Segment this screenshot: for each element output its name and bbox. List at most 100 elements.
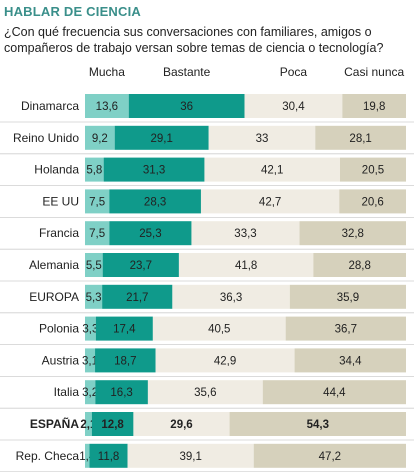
- bar-holanda-casi-nunca: [339, 157, 406, 182]
- bar-francia-poca: [191, 221, 300, 246]
- category-label-alemania: Alemania: [29, 258, 79, 272]
- category-label-austria: Austria: [42, 353, 80, 367]
- bar-austria-mucha: [85, 348, 96, 373]
- data-label-italia-casi-nunca: 44,4: [323, 387, 346, 399]
- bar-alemania-poca: [178, 253, 314, 277]
- bar-austria-casi-nunca: [294, 348, 406, 373]
- legend-casi-nunca: Casi nunca: [344, 65, 404, 79]
- bar-europa-bastante: [102, 284, 173, 309]
- bar-holanda-mucha: [85, 157, 104, 182]
- data-label-polonia-poca: 40,5: [208, 324, 230, 336]
- category-label-italia: Italia: [54, 385, 80, 399]
- legend-bastante: Bastante: [163, 65, 211, 79]
- data-label-polonia-mucha: 3,3: [82, 324, 98, 336]
- data-label-rep-checa-poca: 39,1: [179, 451, 201, 463]
- bar-ee-uu-mucha: [85, 189, 110, 214]
- data-label-dinamarca-mucha: 13,6: [96, 101, 118, 113]
- data-label-espana-poca: 29,6: [170, 419, 192, 431]
- bar-reino-unido-casi-nunca: [315, 125, 406, 150]
- data-label-dinamarca-poca: 30,4: [282, 101, 305, 113]
- bar-italia-poca: [147, 380, 263, 405]
- data-label-austria-casi-nunca: 34,4: [339, 355, 362, 367]
- bar-polonia-mucha: [85, 316, 96, 341]
- data-label-francia-poca: 33,3: [234, 228, 256, 240]
- data-label-italia-poca: 35,6: [194, 387, 216, 399]
- data-label-europa-poca: 36,3: [220, 292, 242, 304]
- legend-mucha: Mucha: [89, 65, 125, 79]
- data-label-ee-uu-poca: 42,7: [259, 196, 281, 208]
- bar-dinamarca-casi-nunca: [342, 94, 406, 118]
- bar-francia-bastante: [109, 221, 192, 246]
- bar-ee-uu-bastante: [109, 189, 201, 214]
- bar-europa-casi-nunca: [289, 284, 406, 309]
- data-label-reino-unido-poca: 33: [256, 133, 269, 145]
- category-label-reino-unido: Reino Unido: [13, 131, 79, 145]
- data-label-francia-bastante: 25,3: [139, 228, 161, 240]
- bar-espana-casi-nunca: [229, 412, 406, 436]
- data-label-francia-casi-nunca: 32,8: [342, 228, 364, 240]
- bar-italia-casi-nunca: [262, 380, 406, 405]
- bar-rep-checa-bastante: [89, 443, 128, 468]
- data-label-ee-uu-bastante: 28,3: [144, 196, 166, 208]
- chart-subtitle: ¿Con qué frecuencia sus conversaciones c…: [4, 25, 384, 55]
- bar-polonia-poca: [152, 316, 286, 341]
- data-label-polonia-bastante: 17,4: [113, 324, 136, 336]
- data-label-austria-poca: 42,9: [214, 355, 236, 367]
- bar-polonia-bastante: [95, 316, 153, 341]
- category-label-francia: Francia: [39, 226, 79, 240]
- data-label-reino-unido-casi-nunca: 28,1: [349, 133, 371, 145]
- category-label-espana: ESPAÑA: [30, 416, 79, 431]
- bar-espana-poca: [133, 412, 230, 436]
- bar-dinamarca-mucha: [85, 94, 129, 118]
- data-label-dinamarca-casi-nunca: 19,8: [363, 101, 385, 113]
- bar-reino-unido-poca: [208, 125, 316, 150]
- data-label-rep-checa-casi-nunca: 47,2: [319, 451, 341, 463]
- bar-italia-bastante: [95, 380, 148, 405]
- bar-holanda-poca: [204, 157, 340, 182]
- bar-francia-casi-nunca: [299, 221, 406, 246]
- data-label-holanda-bastante: 31,3: [143, 165, 165, 177]
- bar-rep-checa-poca: [127, 443, 254, 468]
- data-label-holanda-poca: 42,1: [261, 165, 283, 177]
- data-label-polonia-casi-nunca: 36,7: [335, 324, 357, 336]
- chart-title: HABLAR DE CIENCIA: [4, 4, 142, 19]
- bar-europa-mucha: [85, 284, 103, 309]
- bar-reino-unido-mucha: [85, 125, 115, 150]
- data-label-austria-bastante: 18,7: [114, 355, 136, 367]
- data-label-espana-bastante: 12,8: [101, 419, 124, 431]
- bar-holanda-bastante: [103, 157, 205, 182]
- data-label-rep-checa-bastante: 11,8: [98, 451, 120, 463]
- bar-polonia-casi-nunca: [285, 316, 406, 341]
- category-label-polonia: Polonia: [39, 322, 79, 336]
- bar-austria-bastante: [95, 348, 156, 373]
- category-label-holanda: Holanda: [34, 163, 79, 177]
- legend-poca: Poca: [280, 65, 308, 79]
- bar-dinamarca-bastante: [128, 94, 245, 118]
- data-label-europa-casi-nunca: 35,9: [337, 292, 359, 304]
- data-label-holanda-casi-nunca: 20,5: [362, 165, 384, 177]
- data-label-francia-mucha: 7,5: [89, 228, 105, 240]
- bar-espana-mucha: [85, 412, 92, 436]
- data-label-espana-casi-nunca: 54,3: [307, 419, 329, 431]
- bar-alemania-bastante: [102, 253, 179, 277]
- bar-alemania-casi-nunca: [313, 253, 406, 277]
- data-label-alemania-poca: 41,8: [235, 260, 257, 272]
- data-label-ee-uu-casi-nunca: 20,6: [361, 196, 383, 208]
- data-label-europa-mucha: 5,3: [86, 292, 102, 304]
- bar-francia-mucha: [85, 221, 110, 246]
- data-label-austria-mucha: 3,1: [82, 355, 98, 367]
- bar-ee-uu-poca: [200, 189, 340, 214]
- data-label-europa-bastante: 21,7: [126, 292, 148, 304]
- category-label-rep-checa: Rep. Checa: [16, 449, 80, 463]
- bar-espana-bastante: [91, 412, 134, 436]
- bar-dinamarca-poca: [244, 94, 343, 118]
- bar-rep-checa-casi-nunca: [253, 443, 406, 468]
- bar-alemania-mucha: [85, 253, 103, 277]
- bar-reino-unido-bastante: [114, 125, 209, 150]
- data-label-italia-mucha: 3,2: [82, 387, 98, 399]
- data-label-holanda-mucha: 5,8: [86, 165, 102, 177]
- data-label-ee-uu-mucha: 7,5: [89, 196, 105, 208]
- data-label-italia-bastante: 16,3: [110, 387, 132, 399]
- data-label-alemania-bastante: 23,7: [130, 260, 152, 272]
